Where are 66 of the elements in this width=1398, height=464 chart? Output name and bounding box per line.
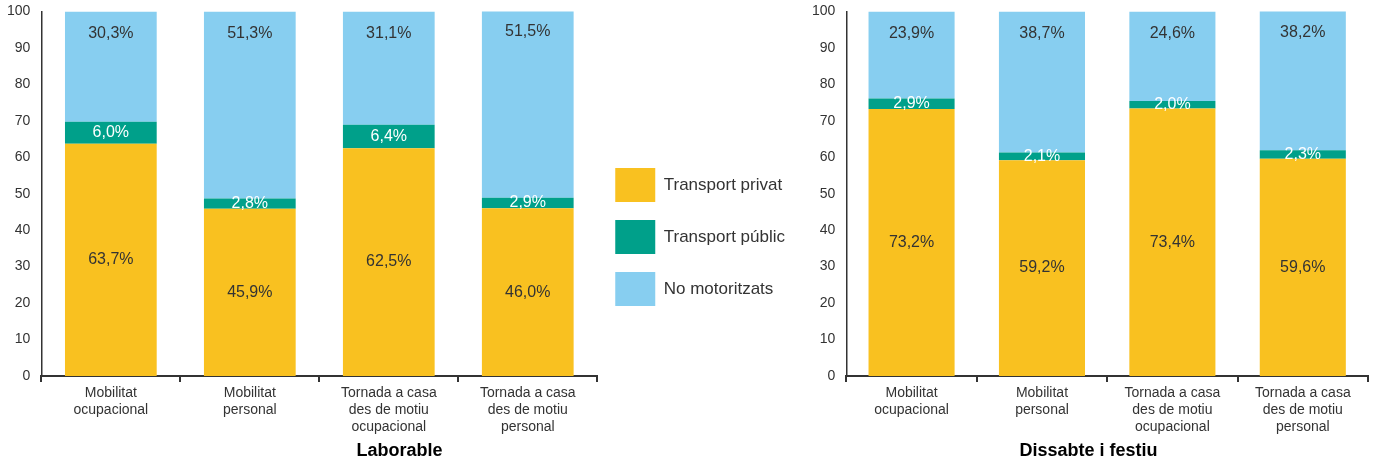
data-label: 45,9% <box>227 282 273 300</box>
data-label: 73,2% <box>888 232 935 250</box>
bar <box>342 148 435 376</box>
y-tick-label: 90 <box>819 38 836 55</box>
y-tick-label: 100 <box>7 2 31 19</box>
y-tick-label: 60 <box>14 148 31 165</box>
y-tick-label: 40 <box>14 221 31 238</box>
y-tick-label: 50 <box>819 184 836 201</box>
y-tick-label: 90 <box>14 38 31 55</box>
data-label: 46,0% <box>505 282 551 300</box>
data-label: 6,0% <box>92 123 130 141</box>
y-tick-label: 80 <box>14 75 31 92</box>
y-tick-label: 60 <box>819 148 836 165</box>
y-tick-label: 0 <box>22 366 31 383</box>
x-tick-label: Tornada a casa des de motiu ocupacional <box>1124 384 1221 434</box>
y-tick-label: 10 <box>819 330 836 347</box>
x-tick-label: Mobilitat ocupacional <box>874 384 949 418</box>
y-tick-label: 70 <box>14 111 31 128</box>
x-tick-label: Tornada a casa des de motiu personal <box>479 384 576 434</box>
data-label: 6,4% <box>370 126 408 144</box>
data-label: 2,8% <box>231 193 269 211</box>
data-label: 2,9% <box>509 193 546 211</box>
data-label: 51,3% <box>227 23 273 41</box>
data-label: 62,5% <box>366 252 412 270</box>
bar <box>64 11 157 122</box>
data-label: 2,3% <box>1284 144 1322 162</box>
y-tick-label: 20 <box>14 293 31 310</box>
bar <box>203 208 296 376</box>
y-tick-label: 40 <box>819 221 836 238</box>
bar <box>64 143 157 376</box>
y-tick-label: 20 <box>819 293 836 310</box>
y-tick-label: 80 <box>819 75 836 92</box>
bar <box>481 208 574 376</box>
legend-label: No motoritzats <box>663 278 774 298</box>
bar <box>868 109 955 376</box>
x-tick-label: Mobilitat ocupacional <box>73 384 149 418</box>
y-tick-label: 10 <box>14 330 31 347</box>
data-label: 59,2% <box>1019 258 1065 276</box>
data-label: 2,1% <box>1023 146 1061 164</box>
data-label: 63,7% <box>88 250 134 268</box>
bar <box>342 11 435 125</box>
data-label: 73,4% <box>1149 232 1196 250</box>
text: Dissabte i festiu <box>1019 440 1158 461</box>
y-tick-label: 50 <box>14 184 31 201</box>
x-tick-label: Mobilitat personal <box>1015 384 1069 418</box>
x-tick-label: Mobilitat personal <box>222 384 277 418</box>
data-label: 31,1% <box>366 23 412 41</box>
data-label: 38,7% <box>1019 23 1065 41</box>
data-label: 38,2% <box>1280 23 1326 41</box>
y-tick-label: 30 <box>14 257 31 274</box>
legend-label: Transport públic <box>663 226 786 246</box>
data-label: 23,9% <box>888 23 935 41</box>
data-label: 2,0% <box>1154 95 1191 113</box>
legend-label: Transport privat <box>663 174 783 194</box>
y-tick-label: 0 <box>827 366 836 383</box>
y-tick-label: 30 <box>819 257 836 274</box>
y-tick-label: 100 <box>812 2 836 19</box>
x-tick-label: Tornada a casa des de motiu personal <box>1254 384 1351 434</box>
x-tick-label: Tornada a casa des de motiu ocupacional <box>340 384 437 434</box>
y-tick-label: 70 <box>819 111 836 128</box>
data-label: 2,9% <box>893 94 930 112</box>
data-label: 30,3% <box>88 23 134 41</box>
data-label: 24,6% <box>1149 23 1196 41</box>
data-label: 51,5% <box>505 22 551 40</box>
text: Laborable <box>356 440 443 461</box>
data-label: 59,6% <box>1280 257 1326 275</box>
